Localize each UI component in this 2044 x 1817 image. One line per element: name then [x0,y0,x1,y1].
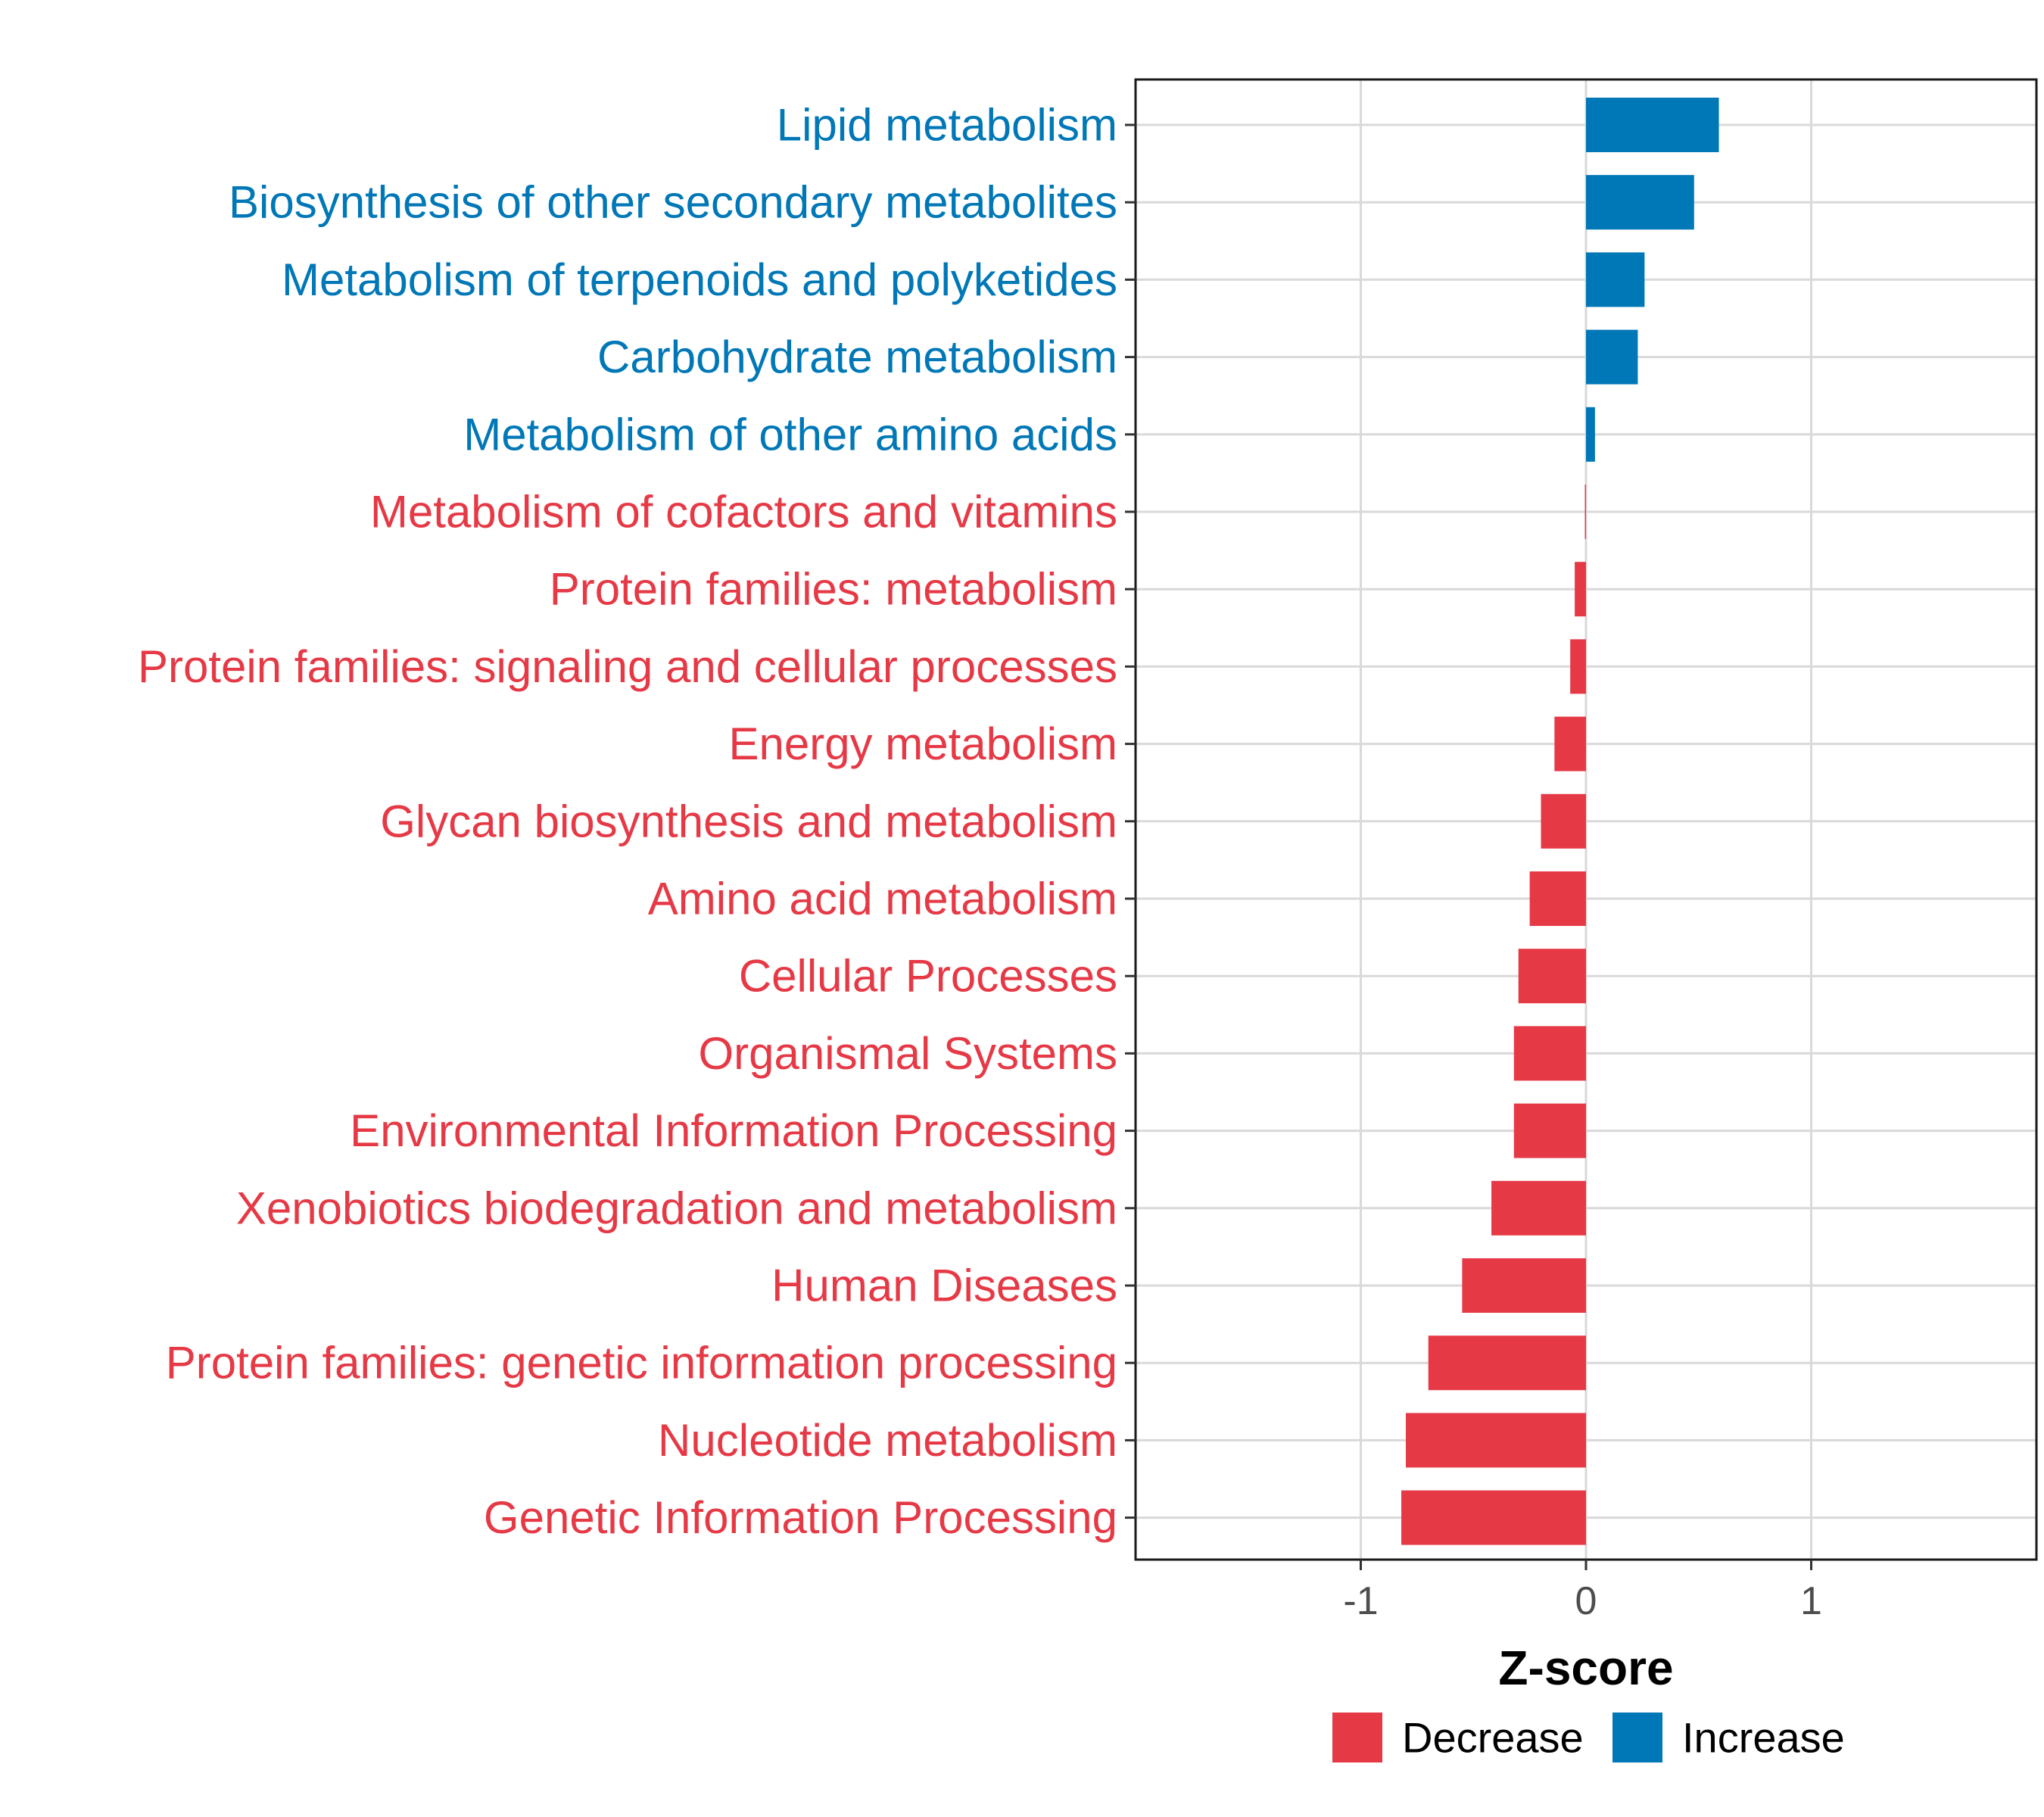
y-tick-label: Metabolism of other amino acids [463,409,1117,460]
y-tick-label: Metabolism of cofactors and vitamins [370,487,1117,538]
legend-key-increase [1612,1713,1662,1762]
bar [1518,949,1586,1004]
y-tick-label: Xenobiotics biodegradation and metabolis… [236,1183,1117,1233]
y-tick-label: Amino acid metabolism [648,874,1117,924]
bar [1462,1258,1586,1313]
bar [1428,1335,1586,1391]
legend-label-decrease: Decrease [1402,1714,1584,1762]
y-tick-label: Metabolism of terpenoids and polyketides [282,254,1117,305]
x-tick-label: 0 [1575,1579,1597,1623]
bar [1586,98,1719,152]
y-tick-layer: Lipid metabolism Biosynthesis of other se… [138,100,1136,1543]
bar [1491,1180,1586,1236]
y-tick-label: Biosynthesis of other secondary metaboli… [229,177,1117,228]
bar [1554,716,1586,771]
x-tick-label: -1 [1343,1579,1378,1623]
x-axis-title: Z-score [1498,1641,1673,1695]
bar [1570,639,1586,694]
bar [1513,1103,1586,1158]
y-tick-label: Cellular Processes [739,951,1117,1002]
bar [1541,793,1586,849]
y-tick-label: Environmental Information Processing [350,1105,1117,1156]
x-tick-layer: -1 0 1 [1343,1560,1822,1623]
bar [1584,485,1587,539]
x-tick-label: 1 [1800,1579,1822,1623]
bar [1586,407,1595,462]
y-tick-label: Energy metabolism [728,718,1117,769]
legend: Decrease Increase [1332,1713,1845,1762]
y-tick-label: Organismal Systems [699,1028,1117,1079]
bar-layer [1401,98,1719,1545]
bar [1529,871,1586,926]
bar [1513,1026,1586,1081]
y-tick-label: Protein families: metabolism [550,564,1117,615]
y-tick-label: Lipid metabolism [777,100,1117,151]
bar [1586,175,1694,230]
y-tick-label: Carbohydrate metabolism [597,332,1117,382]
y-tick-label: Glycan biosynthesis and metabolism [380,796,1117,846]
y-tick-label: Genetic Information Processing [484,1492,1117,1543]
bar [1575,562,1586,617]
y-tick-label: Nucleotide metabolism [658,1415,1117,1466]
legend-key-decrease [1332,1713,1382,1762]
bar [1586,252,1645,307]
y-tick-label: Human Diseases [771,1261,1117,1311]
y-tick-label: Protein families: genetic information pr… [166,1338,1117,1388]
bar [1586,329,1638,385]
bar [1401,1490,1586,1545]
y-tick-label: Protein families: signaling and cellular… [138,641,1117,692]
legend-label-increase: Increase [1682,1714,1845,1762]
bar [1406,1413,1586,1468]
